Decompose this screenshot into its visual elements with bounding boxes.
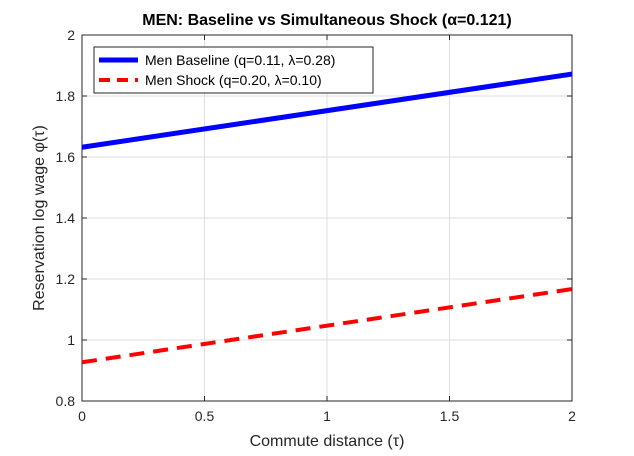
x-tick-label: 2 xyxy=(568,408,576,424)
y-axis-label: Reservation log wage φ(τ) xyxy=(31,125,48,311)
y-tick-label: 1.6 xyxy=(56,149,76,165)
chart-title: MEN: Baseline vs Simultaneous Shock (α=0… xyxy=(142,12,512,29)
legend-label-baseline: Men Baseline (q=0.11, λ=0.28) xyxy=(145,52,335,68)
axis-ticks: 0 0.5 1 1.5 2 0.8 1 1.2 1.4 1.6 1.8 2 xyxy=(56,27,577,424)
legend-box xyxy=(93,46,374,94)
x-tick-label: 1.5 xyxy=(440,408,460,424)
legend: Men Baseline (q=0.11, λ=0.28) Men Shock (… xyxy=(93,46,374,94)
x-tick-label: 1 xyxy=(323,408,331,424)
series-lines xyxy=(81,71,573,365)
baseline-series-line xyxy=(81,71,573,150)
x-tick-label: 0 xyxy=(78,408,86,424)
legend-label-shock: Men Shock (q=0.20, λ=0.10) xyxy=(145,72,322,88)
shock-series-line xyxy=(81,287,573,365)
grid xyxy=(81,34,573,402)
y-tick-label: 1.2 xyxy=(56,271,76,287)
y-tick-label: 1 xyxy=(67,332,75,348)
x-axis-label: Commute distance (τ) xyxy=(250,433,405,450)
y-tick-label: 1.4 xyxy=(56,210,76,226)
y-tick-label: 0.8 xyxy=(56,393,76,409)
y-tick-label: 1.8 xyxy=(56,88,76,104)
y-tick-label: 2 xyxy=(67,27,75,43)
x-tick-label: 0.5 xyxy=(195,408,215,424)
